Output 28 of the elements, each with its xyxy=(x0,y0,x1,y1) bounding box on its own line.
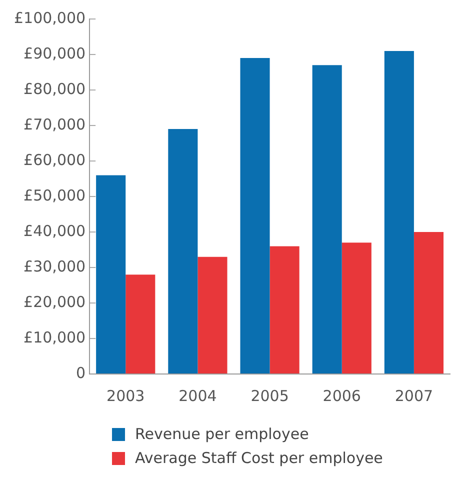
x-tick-label: 2005 xyxy=(250,386,289,405)
y-tick-label: £90,000 xyxy=(24,44,86,62)
y-tick-label: 0 xyxy=(76,364,86,382)
bar xyxy=(312,65,342,374)
bar xyxy=(126,274,156,374)
bar xyxy=(96,175,126,374)
bar xyxy=(198,256,228,374)
legend-label: Revenue per employee xyxy=(134,424,310,445)
x-tick-label: 2003 xyxy=(106,386,145,405)
x-tick-label: 2004 xyxy=(178,386,217,405)
bar xyxy=(168,129,198,374)
bar xyxy=(240,58,270,374)
legend-label: Average Staff Cost per employee xyxy=(134,448,383,469)
y-tick-label: £70,000 xyxy=(24,115,86,134)
bar xyxy=(342,242,372,374)
bar xyxy=(270,246,300,374)
y-tick-label: £30,000 xyxy=(24,257,86,276)
x-tick-label: 2007 xyxy=(394,386,434,405)
y-tick-label: £60,000 xyxy=(24,150,86,169)
bar xyxy=(384,50,414,374)
y-tick-label: £20,000 xyxy=(24,292,86,311)
y-tick-label: £100,000 xyxy=(14,8,86,27)
bar xyxy=(414,232,444,374)
x-tick-label: 2006 xyxy=(322,386,361,405)
y-tick-label: £80,000 xyxy=(24,80,86,98)
y-tick-label: £50,000 xyxy=(24,186,86,204)
y-tick-label: £40,000 xyxy=(24,222,86,240)
y-tick-label: £10,000 xyxy=(24,328,86,346)
